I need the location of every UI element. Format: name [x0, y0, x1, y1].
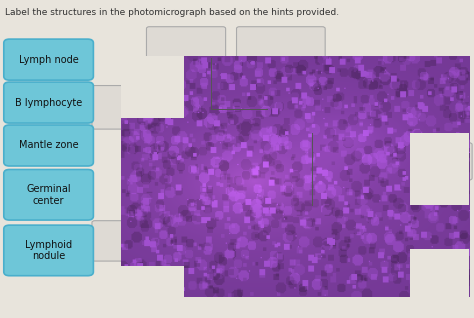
Text: Germinal
center: Germinal center: [26, 184, 71, 205]
FancyBboxPatch shape: [237, 27, 325, 64]
FancyBboxPatch shape: [4, 225, 93, 276]
FancyBboxPatch shape: [4, 169, 93, 220]
Text: Label the structures in the photomicrograph based on the hints provided.: Label the structures in the photomicrogr…: [5, 8, 339, 17]
Bar: [410, 133, 469, 205]
Text: B lymphocyte: B lymphocyte: [15, 98, 82, 107]
Bar: [121, 56, 183, 86]
Text: Mantle zone: Mantle zone: [19, 141, 78, 150]
Text: Lymph node: Lymph node: [18, 55, 79, 65]
FancyBboxPatch shape: [4, 82, 93, 123]
FancyBboxPatch shape: [146, 27, 226, 64]
FancyBboxPatch shape: [4, 39, 93, 80]
Bar: [410, 249, 469, 297]
FancyBboxPatch shape: [92, 86, 166, 129]
FancyBboxPatch shape: [393, 143, 472, 180]
Bar: [121, 266, 183, 297]
FancyBboxPatch shape: [92, 221, 166, 261]
Text: Lymphoid
nodule: Lymphoid nodule: [25, 240, 72, 261]
Bar: [121, 86, 183, 119]
FancyBboxPatch shape: [4, 125, 93, 166]
